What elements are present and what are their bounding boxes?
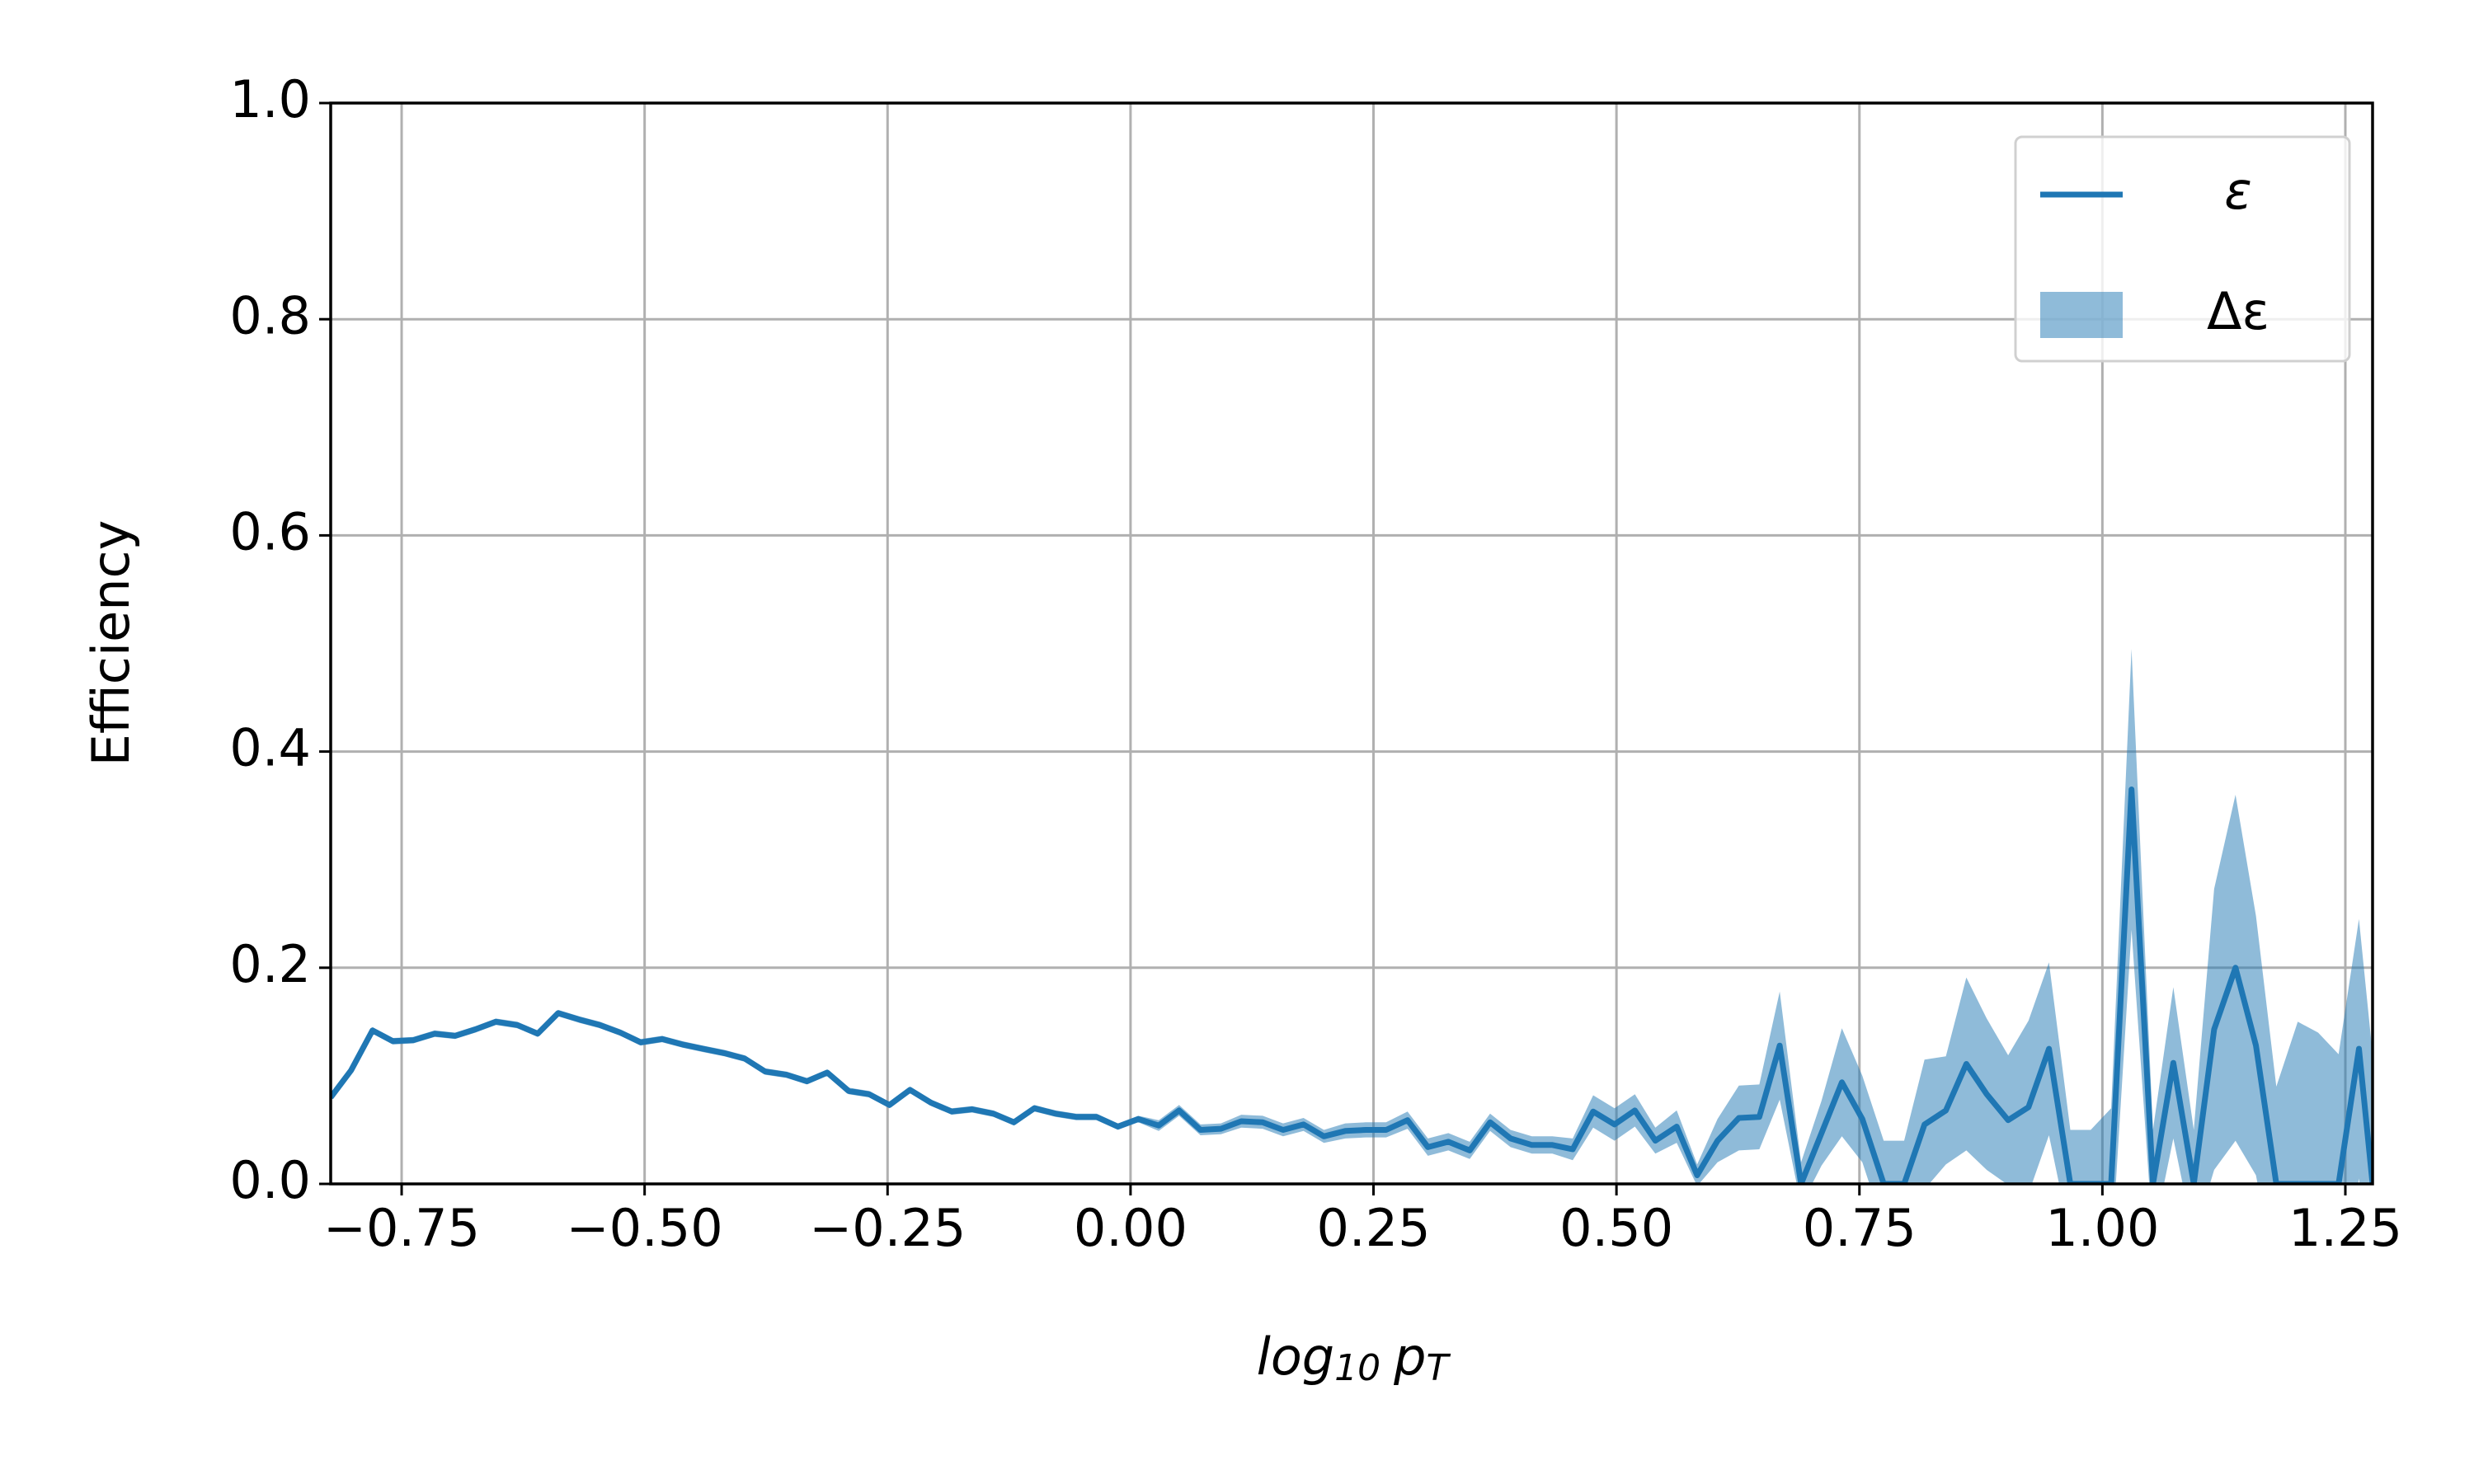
x-tick-label: 0.00	[1074, 1198, 1188, 1258]
y-tick-label: 0.6	[229, 501, 311, 561]
x-label-part: p	[1393, 1327, 1426, 1387]
y-tick-label: 0.0	[229, 1150, 311, 1210]
axes-frame	[329, 101, 2374, 1186]
error-band	[331, 649, 2373, 1184]
legend-swatch	[2040, 292, 2123, 338]
y-tick-label: 1.0	[229, 69, 311, 129]
x-tick-label: 0.25	[1316, 1198, 1430, 1258]
y-tick-label: 0.8	[229, 285, 311, 345]
y-tick-label: 0.4	[229, 718, 311, 778]
x-label-part: log	[1257, 1327, 1335, 1387]
y-axis-label: Efficiency	[81, 520, 141, 767]
x-tick-label: −0.25	[809, 1198, 966, 1258]
x-tick-label: −0.75	[323, 1198, 480, 1258]
y-tick-label: 0.2	[229, 934, 311, 994]
legend-label: Δε	[2207, 281, 2269, 341]
line	[331, 787, 2373, 1184]
ticks: −0.75 −0.50 −0.25 0.00 0.25 0.50 0.75 1.00 1.25 0…	[229, 69, 2402, 1258]
x-tick-label: 0.50	[1559, 1198, 1673, 1258]
x-tick-label: 0.75	[1803, 1198, 1917, 1258]
legend-label: ε	[2224, 161, 2252, 221]
x-tick-label: 1.25	[2288, 1198, 2402, 1258]
plot-area	[331, 649, 2373, 1184]
x-tick-label: 1.00	[2045, 1198, 2159, 1258]
x-label-part: 10	[1334, 1347, 1380, 1389]
x-axis-label: log10 pT	[1257, 1327, 1451, 1389]
x-tick-label: −0.50	[567, 1198, 723, 1258]
x-label-part: T	[1426, 1347, 1451, 1389]
legend: ε Δε	[2014, 135, 2351, 363]
